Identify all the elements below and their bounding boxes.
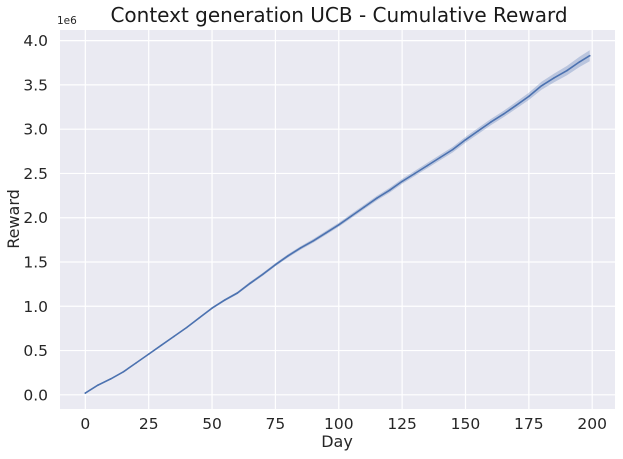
data-point — [553, 77, 555, 79]
data-point — [350, 215, 353, 217]
data-point — [388, 189, 391, 192]
data-point — [414, 172, 416, 175]
data-point — [147, 353, 150, 355]
data-point — [223, 299, 226, 301]
plot-area — [60, 30, 615, 409]
x-tick-label: 25 — [139, 415, 159, 433]
data-point — [97, 384, 99, 386]
y-axis-ticks: 0.0 0.5 1.0 1.5 2.0 2.5 3.0 3.5 4.0 — [23, 32, 48, 404]
x-tick-label: 100 — [324, 415, 354, 433]
y-tick-label: 0.5 — [23, 342, 48, 360]
x-tick-label: 200 — [577, 415, 607, 433]
chart-title: Context generation UCB - Cumulative Rewa… — [110, 3, 567, 27]
data-point — [464, 139, 467, 141]
data-point — [236, 292, 239, 294]
data-point — [540, 85, 543, 87]
y-axis-label: Reward — [4, 189, 23, 249]
y-tick-label: 1.5 — [23, 254, 48, 272]
data-point — [287, 255, 289, 257]
data-point — [122, 371, 125, 373]
data-point — [84, 392, 87, 394]
x-tick-label: 75 — [266, 415, 286, 433]
x-axis-label: Day — [321, 432, 353, 451]
y-tick-label: 4.0 — [23, 32, 48, 50]
data-point — [477, 130, 480, 132]
data-point — [312, 240, 315, 242]
data-point — [490, 121, 492, 123]
data-point — [338, 224, 340, 226]
data-point — [211, 307, 213, 309]
confidence-band — [85, 50, 590, 394]
data-point — [325, 232, 327, 234]
data-point — [515, 104, 517, 107]
data-point — [249, 282, 251, 285]
data-point — [261, 273, 264, 276]
data-point — [502, 113, 505, 115]
data-point — [274, 263, 277, 266]
data-point — [300, 247, 302, 249]
y-tick-label: 2.0 — [23, 209, 48, 227]
y-tick-label: 1.0 — [23, 298, 48, 316]
data-point — [135, 362, 137, 364]
y-axis-offset-label: 1e6 — [57, 15, 77, 27]
x-tick-label: 50 — [202, 415, 222, 433]
data-point — [439, 156, 441, 159]
data-point — [528, 95, 530, 98]
x-axis-ticks: 0 25 50 75 100 125 150 175 200 — [80, 415, 607, 433]
x-tick-label: 175 — [514, 415, 544, 433]
y-tick-label: 3.5 — [23, 76, 48, 94]
y-tick-label: 2.5 — [23, 165, 48, 183]
data-point — [198, 317, 201, 319]
data-point — [173, 335, 175, 338]
data-point — [588, 54, 591, 57]
data-point — [401, 180, 403, 183]
data-point — [185, 326, 188, 329]
series-line-layer — [84, 54, 591, 394]
data-point — [160, 344, 163, 347]
data-point — [426, 164, 429, 167]
data-point — [376, 197, 378, 199]
y-tick-label: 3.0 — [23, 121, 48, 139]
data-point — [363, 206, 365, 208]
x-tick-label: 150 — [451, 415, 481, 433]
data-point — [578, 61, 581, 63]
x-tick-label: 0 — [80, 415, 90, 433]
x-tick-label: 125 — [387, 415, 417, 433]
data-point — [452, 148, 454, 151]
data-point — [109, 378, 112, 380]
confidence-band-layer — [85, 50, 590, 394]
y-tick-label: 0.0 — [23, 386, 48, 404]
data-point — [566, 69, 568, 72]
